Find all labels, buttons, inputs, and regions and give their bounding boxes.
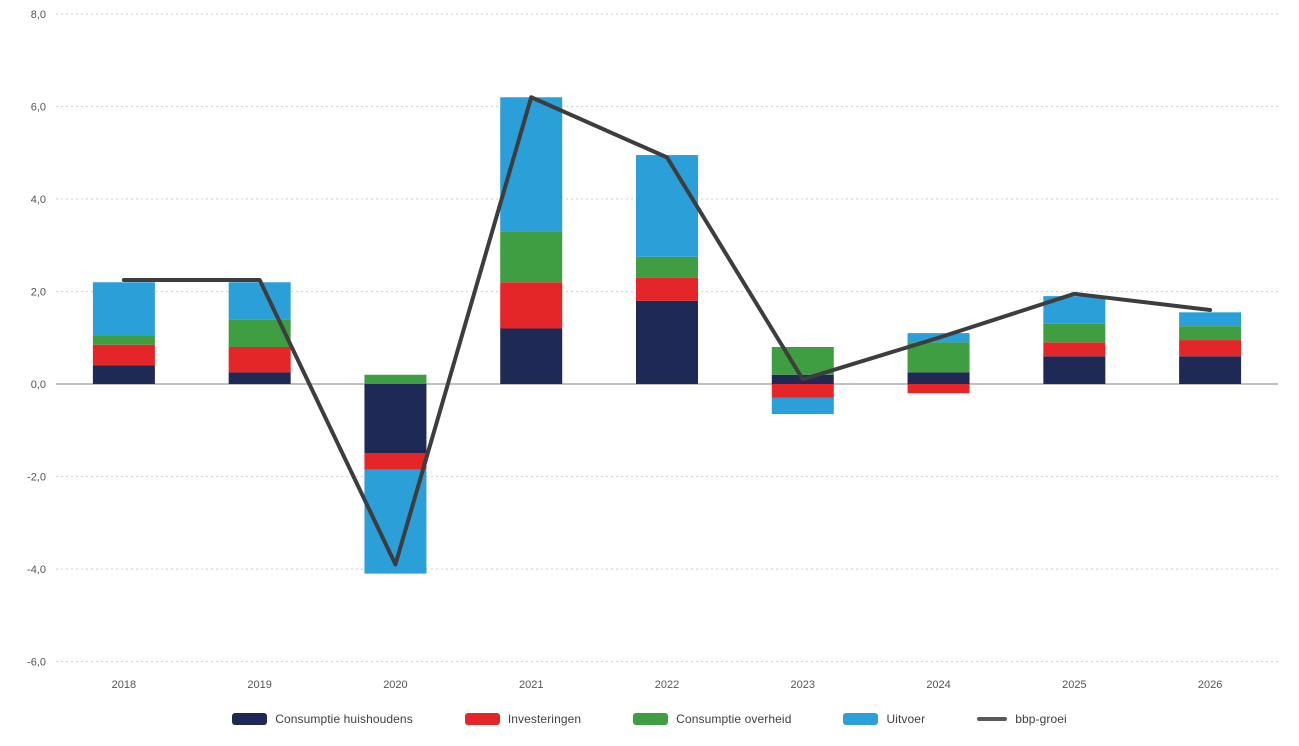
legend-swatch-icon	[843, 713, 879, 725]
bar-segment	[92, 335, 155, 345]
bar-segment	[92, 344, 155, 366]
y-tick-label: 4,0	[31, 194, 46, 206]
legend-label: bbp-groei	[1015, 712, 1067, 726]
y-tick-label: 0,0	[31, 379, 46, 391]
legend-label: Consumptie overheid	[676, 712, 792, 726]
x-tick-label: 2018	[112, 679, 136, 691]
gdp-growth-line	[121, 95, 1213, 567]
bar-segment	[364, 384, 427, 454]
legend-swatch-icon	[232, 713, 268, 725]
bar-segment	[771, 347, 834, 375]
y-tick-label: 8,0	[31, 9, 46, 21]
bar-segment	[907, 384, 970, 394]
y-tick-label: -2,0	[27, 472, 46, 484]
x-tick-label: 2024	[926, 679, 950, 691]
bar-segment	[92, 365, 155, 384]
bar-segment	[500, 97, 563, 232]
legend-item: Uitvoer	[843, 712, 925, 726]
legend-item: Investeringen	[464, 712, 582, 726]
legend-item: bbp-groei	[977, 712, 1067, 726]
y-tick-label: 2,0	[31, 287, 46, 299]
x-tick-label: 2020	[383, 679, 407, 691]
bar-segment	[500, 328, 563, 384]
bar-segment	[364, 374, 427, 384]
y-tick-label: -6,0	[27, 657, 46, 669]
bar-segment	[636, 277, 698, 301]
x-tick-label: 2019	[247, 679, 271, 691]
bar-segment	[907, 342, 970, 373]
legend-label: Uitvoer	[886, 712, 926, 726]
x-axis-labels: 2018 2019 2020 2021 2022 2023 2024 2025 2026	[112, 679, 1223, 691]
x-tick-label: 2023	[791, 679, 815, 691]
bar-segment	[228, 282, 291, 320]
y-tick-label: -4,0	[27, 564, 46, 576]
bar-segment	[228, 347, 291, 373]
bar-segment	[228, 372, 291, 384]
bar-segment	[1179, 326, 1242, 341]
bar-segment	[907, 372, 970, 384]
bar-segment	[1179, 356, 1242, 384]
y-axis-labels: 8,0 6,0 4,0 2,0 0,0 -2,0 -4,0 -6,0	[27, 9, 46, 669]
bar-segment	[1043, 323, 1106, 343]
legend-swatch-icon	[977, 717, 1008, 721]
bar-segment	[92, 282, 155, 336]
y-tick-label: 6,0	[31, 102, 46, 114]
bar-segment	[771, 384, 834, 398]
bar-segment	[636, 155, 698, 257]
stacked-bars	[92, 97, 1242, 574]
x-tick-label: 2022	[655, 679, 679, 691]
x-tick-label: 2021	[519, 679, 543, 691]
legend-item: Consumptie huishoudens	[232, 712, 413, 726]
bar-segment	[1043, 342, 1106, 357]
legend-label: Consumptie huishoudens	[275, 712, 413, 726]
bar-segment	[636, 256, 698, 278]
bar-segment	[636, 300, 698, 384]
bar-segment	[364, 453, 427, 470]
legend-swatch-icon	[633, 713, 669, 725]
legend-label: Investeringen	[507, 712, 582, 726]
bar-segment	[1179, 312, 1242, 327]
bar-segment	[500, 282, 563, 329]
x-tick-label: 2025	[1062, 679, 1086, 691]
legend-swatch-icon	[464, 713, 500, 725]
legend: Consumptie huishoudens Investeringen Con…	[0, 704, 1299, 734]
bar-segment	[771, 397, 834, 415]
bar-segment	[1179, 340, 1242, 357]
x-tick-label: 2026	[1198, 679, 1222, 691]
legend-item: Consumptie overheid	[633, 712, 791, 726]
bar-segment	[500, 231, 563, 283]
bar-segment	[1043, 356, 1106, 384]
